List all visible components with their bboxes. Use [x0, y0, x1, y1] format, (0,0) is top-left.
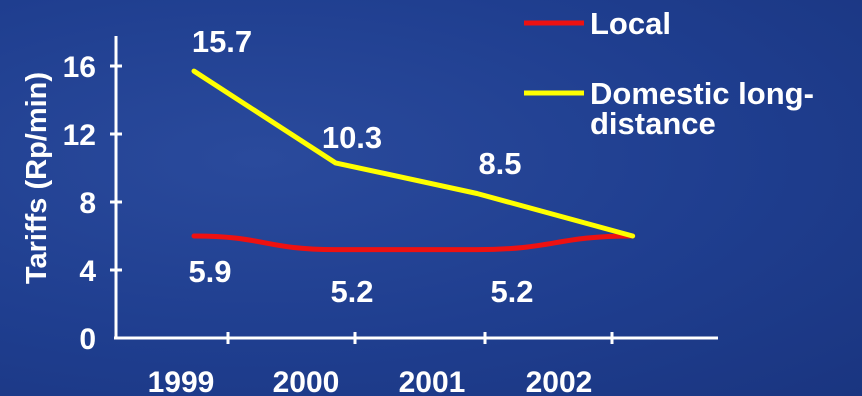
legend-label-local: Local	[590, 6, 671, 41]
legend-label-domestic-line1: Domestic long-	[590, 76, 814, 111]
series-line-local	[191, 233, 636, 253]
legend-label-domestic-line2: distance	[590, 106, 716, 141]
y-tick-label: 8	[79, 187, 96, 220]
data-label: 5.2	[490, 274, 533, 309]
data-labels: 5.9 5.2 5.2 15.7 10.3 8.5	[188, 24, 533, 309]
data-label: 5.2	[330, 274, 373, 309]
series-lines	[191, 68, 636, 253]
y-axis-label: Tariffs (Rp/min)	[21, 72, 53, 284]
data-label: 10.3	[322, 120, 382, 155]
x-tick-label: 2001	[399, 366, 466, 396]
x-tick-label: 1999	[148, 366, 215, 396]
x-tick-label: 2000	[273, 366, 340, 396]
data-label: 15.7	[192, 24, 252, 59]
legend: Local Domestic long-distance	[524, 6, 814, 141]
y-ticks: 0 4 8 12 16	[63, 51, 122, 356]
data-label: 8.5	[478, 146, 521, 181]
y-tick-label: 16	[63, 51, 96, 84]
series-line-domestic-long-distance	[191, 68, 636, 239]
y-tick-label: 4	[79, 255, 96, 288]
x-tick-label: 2002	[526, 366, 593, 396]
data-label: 5.9	[188, 254, 231, 289]
x-ticks: 1999 2000 2001 2002	[148, 332, 614, 396]
axes	[114, 36, 718, 340]
y-tick-label: 0	[79, 323, 96, 356]
y-tick-label: 12	[63, 119, 96, 152]
